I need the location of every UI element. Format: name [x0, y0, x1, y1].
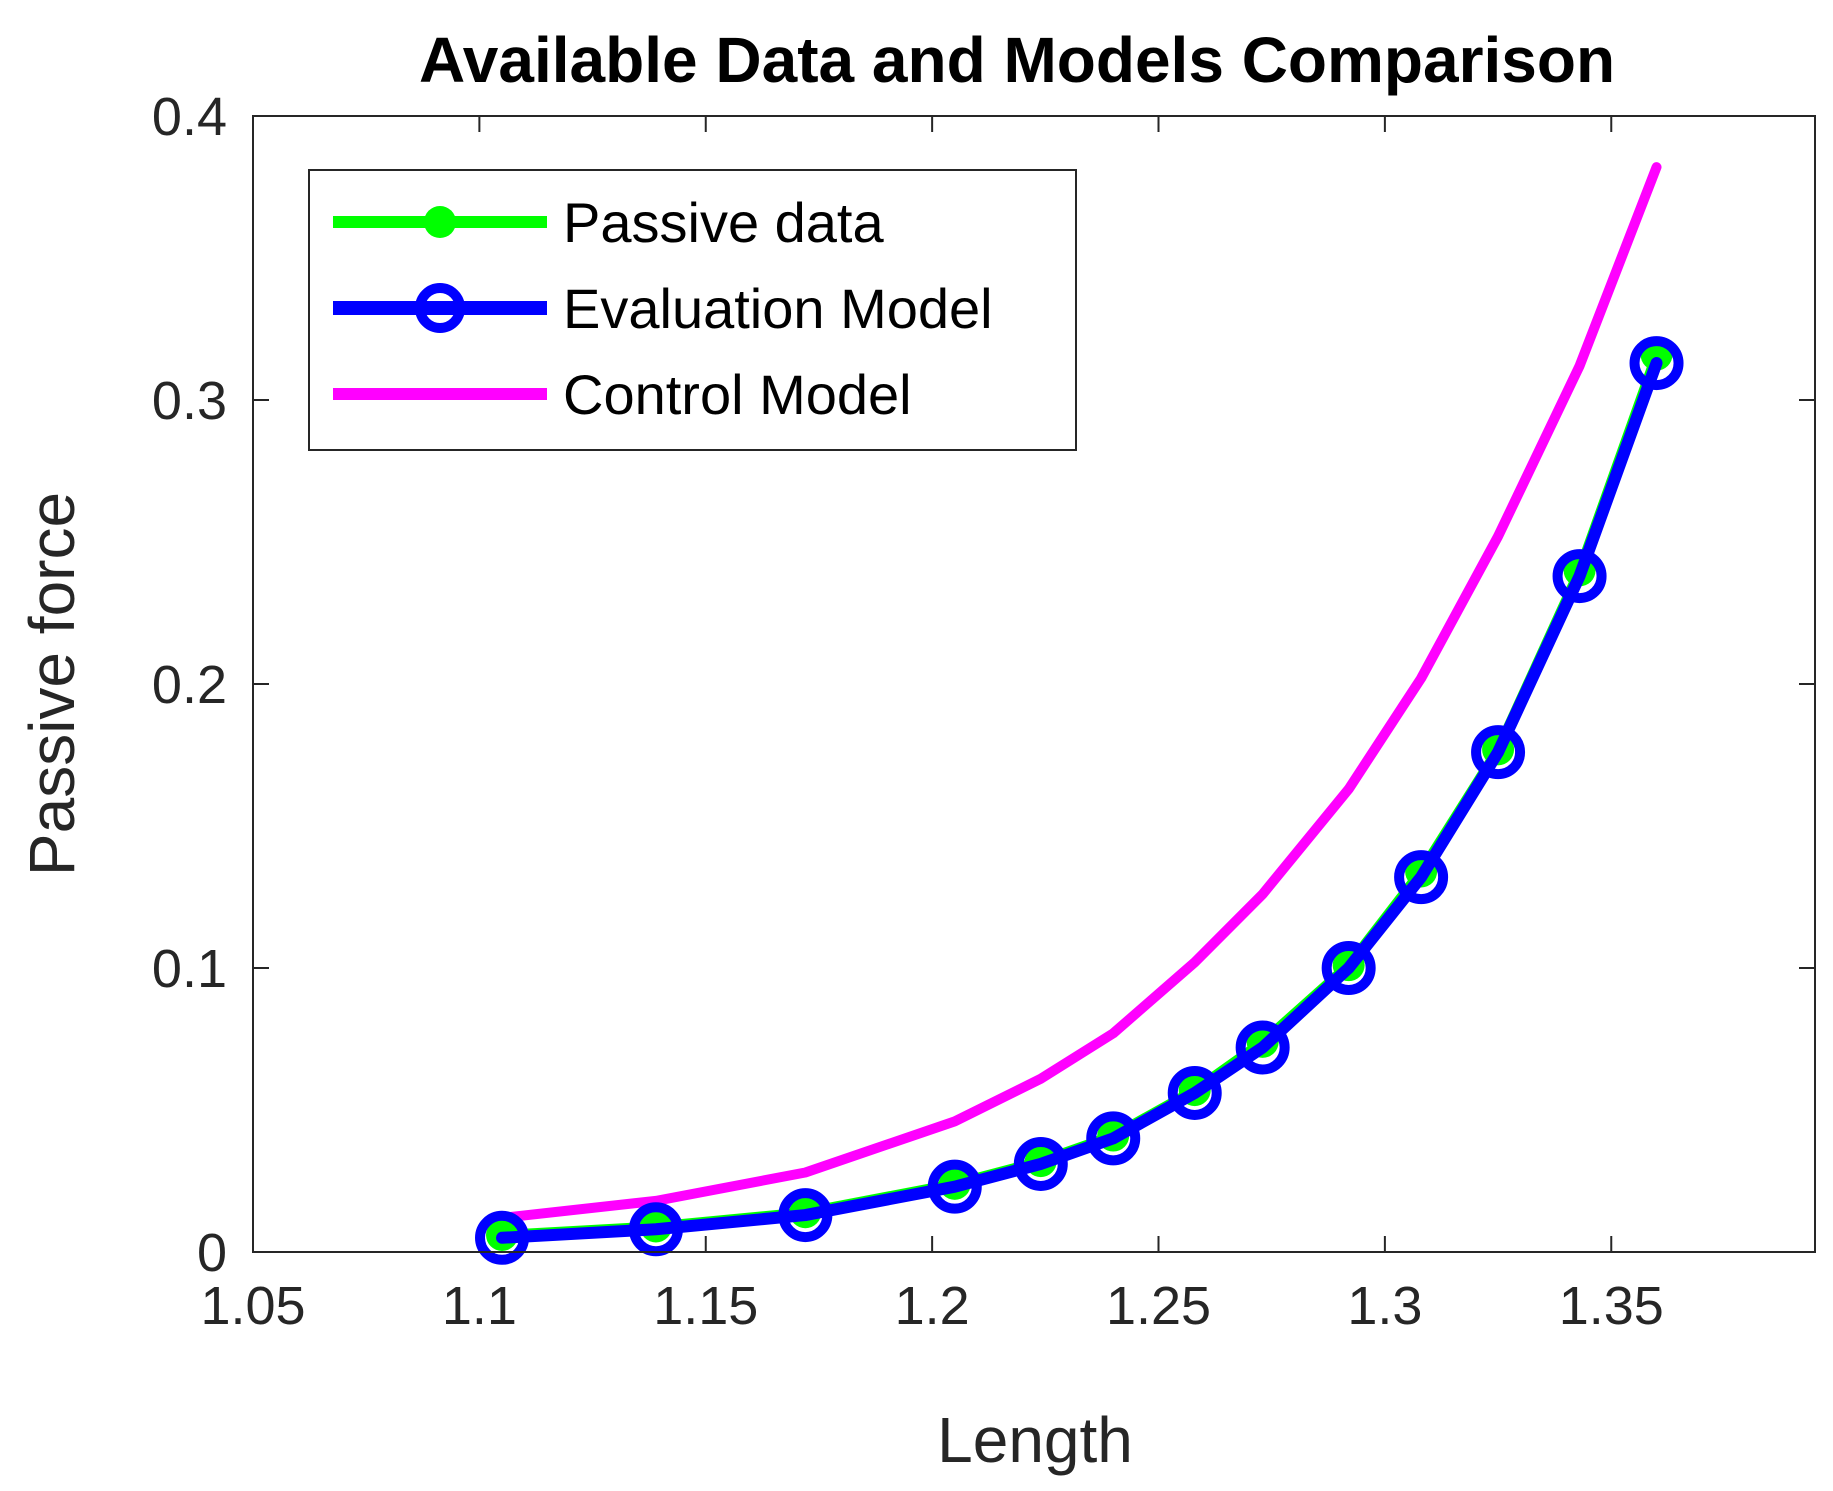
plot-frame [252, 115, 1816, 1253]
legend-marker [415, 283, 465, 333]
x-axis-label: Length [937, 1404, 1133, 1476]
y-axis-label: Passive force [16, 492, 88, 876]
legend-marker [424, 206, 456, 238]
data-point [1013, 1136, 1068, 1191]
series-evaluation-model [475, 336, 1684, 1265]
data-point [778, 1188, 833, 1243]
data-point [1471, 725, 1526, 780]
data-point [475, 1210, 530, 1265]
x-tick-label: 1.1 [442, 1276, 517, 1336]
x-tick-label: 1.25 [1106, 1276, 1211, 1336]
data-point [1552, 549, 1607, 604]
y-tick-label: 0.3 [152, 371, 227, 431]
legend-entry: Passive data [333, 191, 884, 254]
x-tick-label: 1.3 [1347, 1276, 1422, 1336]
chart-title: Available Data and Models Comparison [419, 24, 1615, 96]
series-line [497, 162, 1662, 1223]
y-tick-label: 0.2 [152, 655, 227, 715]
data-point [1321, 941, 1376, 995]
series-layer [475, 162, 1684, 1265]
series-control-model [497, 162, 1662, 1223]
y-tick-label: 0.4 [152, 87, 227, 147]
legend-label: Control Model [563, 363, 912, 426]
data-point [1394, 850, 1449, 905]
data-point [1086, 1111, 1141, 1166]
x-tick-label: 1.15 [653, 1276, 758, 1336]
legend-entry: Control Model [333, 363, 912, 426]
x-tick-label: 1.2 [895, 1276, 970, 1336]
x-tick-label: 1.35 [1559, 1276, 1664, 1336]
x-tick-label: 1.05 [200, 1276, 305, 1336]
y-tick-labels: 0 0.1 0.2 0.3 0.4 [152, 87, 227, 1283]
legend-entry: Evaluation Model [333, 277, 993, 340]
y-tick-label: 0 [197, 1223, 227, 1283]
data-point [927, 1159, 982, 1214]
data-point [1629, 336, 1684, 391]
y-tick-label: 0.1 [152, 939, 227, 999]
data-point [1167, 1065, 1222, 1120]
data-point [1235, 1020, 1290, 1075]
series-line [496, 357, 1663, 1244]
legend-label: Evaluation Model [563, 277, 993, 340]
legend-label: Passive data [563, 191, 884, 254]
legend: Passive data Evaluation Model Control Mode… [308, 169, 1077, 451]
x-tick-labels: 1.05 1.1 1.15 1.2 1.25 1.3 1.35 [200, 1276, 1663, 1336]
